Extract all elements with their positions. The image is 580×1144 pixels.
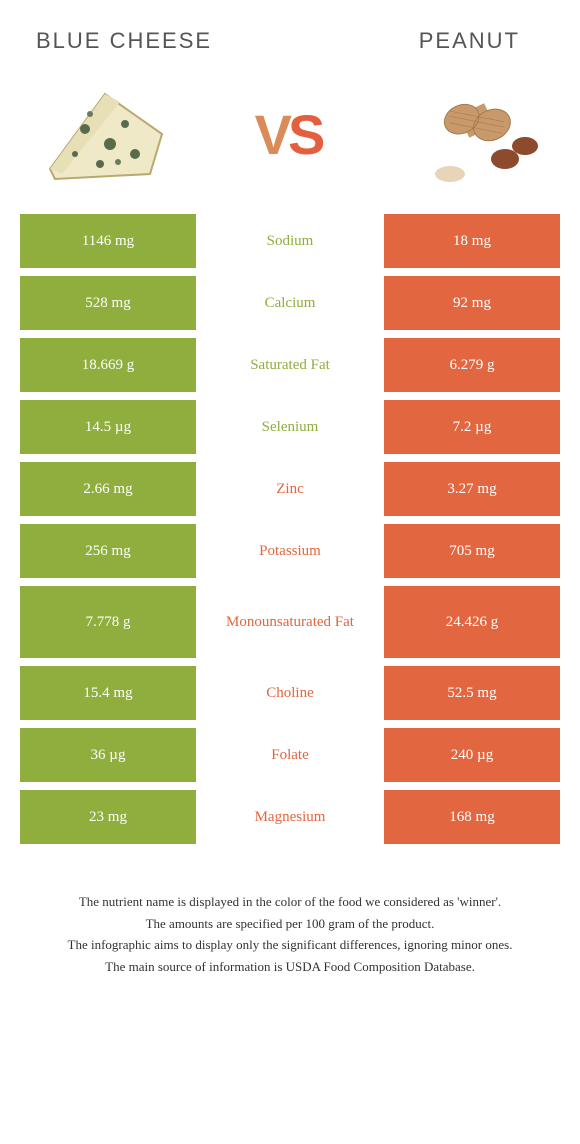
nutrient-value-right: 240 µg	[384, 728, 560, 782]
nutrient-table: 1146 mgSodium18 mg 528 mgCalcium92 mg 18.6…	[0, 214, 580, 844]
nutrient-row: 7.778 gMonounsaturated Fat24.426 g	[20, 586, 560, 658]
nutrient-value-right: 3.27 mg	[384, 462, 560, 516]
footnote-line: The nutrient name is displayed in the co…	[14, 892, 566, 912]
nutrient-label: Sodium	[196, 214, 384, 268]
nutrient-value-right: 24.426 g	[384, 586, 560, 658]
nutrient-label: Selenium	[196, 400, 384, 454]
nutrient-row: 1146 mgSodium18 mg	[20, 214, 560, 268]
nutrient-label: Choline	[196, 666, 384, 720]
nutrient-row: 18.669 gSaturated Fat6.279 g	[20, 338, 560, 392]
nutrient-row: 2.66 mgZinc3.27 mg	[20, 462, 560, 516]
nutrient-label: Folate	[196, 728, 384, 782]
nutrient-value-left: 18.669 g	[20, 338, 196, 392]
nutrient-value-left: 528 mg	[20, 276, 196, 330]
nutrient-value-right: 6.279 g	[384, 338, 560, 392]
footnote-line: The main source of information is USDA F…	[14, 957, 566, 977]
nutrient-value-right: 52.5 mg	[384, 666, 560, 720]
nutrient-value-right: 168 mg	[384, 790, 560, 844]
vs-letter-v: V	[255, 102, 292, 167]
peanut-image	[400, 74, 550, 194]
nutrient-value-right: 18 mg	[384, 214, 560, 268]
nutrient-value-left: 256 mg	[20, 524, 196, 578]
footnote-line: The infographic aims to display only the…	[14, 935, 566, 955]
nutrient-label: Zinc	[196, 462, 384, 516]
vs-label: V S	[255, 102, 326, 167]
nutrient-label: Magnesium	[196, 790, 384, 844]
nutrient-row: 15.4 mgCholine52.5 mg	[20, 666, 560, 720]
nutrient-value-left: 2.66 mg	[20, 462, 196, 516]
nutrient-value-left: 23 mg	[20, 790, 196, 844]
nutrient-label: Calcium	[196, 276, 384, 330]
food-left-title: BLUE CHEESE	[36, 28, 212, 54]
nutrient-label: Monounsaturated Fat	[196, 586, 384, 658]
nutrient-value-left: 7.778 g	[20, 586, 196, 658]
nutrient-value-left: 36 µg	[20, 728, 196, 782]
nutrient-value-right: 92 mg	[384, 276, 560, 330]
food-right-title: PEANUT	[419, 28, 520, 54]
header: BLUE CHEESE PEANUT	[0, 0, 580, 64]
nutrient-label: Saturated Fat	[196, 338, 384, 392]
nutrient-value-left: 14.5 µg	[20, 400, 196, 454]
nutrient-row: 14.5 µgSelenium7.2 µg	[20, 400, 560, 454]
nutrient-label: Potassium	[196, 524, 384, 578]
nutrient-value-left: 15.4 mg	[20, 666, 196, 720]
nutrient-row: 36 µgFolate240 µg	[20, 728, 560, 782]
hero-row: V S	[0, 64, 580, 214]
footnotes: The nutrient name is displayed in the co…	[0, 852, 580, 976]
blue-cheese-image	[30, 74, 180, 194]
vs-letter-s: S	[288, 102, 325, 167]
nutrient-row: 256 mgPotassium705 mg	[20, 524, 560, 578]
nutrient-row: 528 mgCalcium92 mg	[20, 276, 560, 330]
nutrient-value-right: 705 mg	[384, 524, 560, 578]
footnote-line: The amounts are specified per 100 gram o…	[14, 914, 566, 934]
nutrient-value-right: 7.2 µg	[384, 400, 560, 454]
nutrient-row: 23 mgMagnesium168 mg	[20, 790, 560, 844]
nutrient-value-left: 1146 mg	[20, 214, 196, 268]
